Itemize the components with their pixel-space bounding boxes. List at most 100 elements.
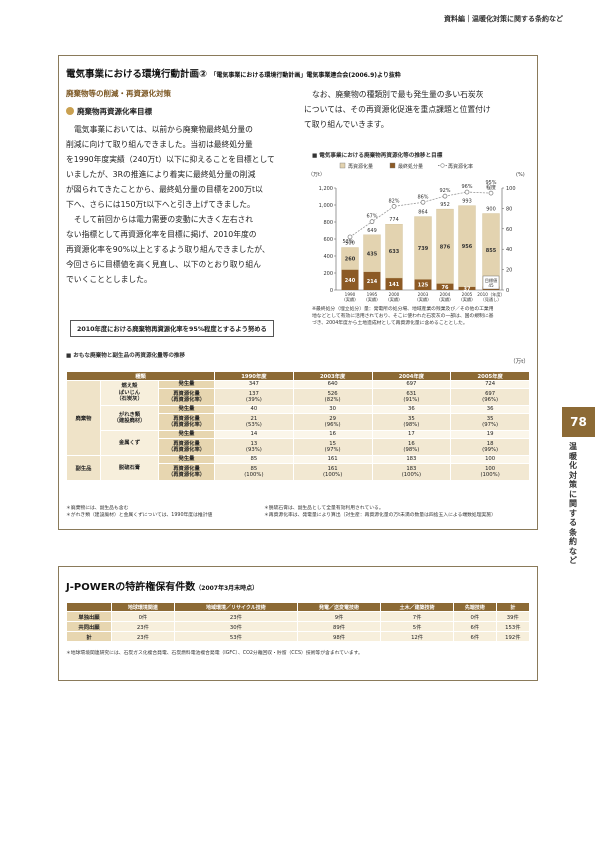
patent-row: 共同出願 23件 30件 89件 5件 6件 153件 [66,621,531,632]
x-tick-sublabel: (実績) [366,296,378,303]
col-header: 種類 [66,371,215,381]
section1-title-text: 電気事業における環境行動計画② [66,69,208,80]
patent-col-header: 先端技術 [453,602,497,612]
x-tick-label: 1995 [367,292,378,297]
text-line: 地などとして有効に活用されており、そこに使われた石炭灰の一部は、国の規制に基 [312,314,494,319]
table-row: 再資源化量 （再資源化率） 85 (100%) 161 (100%) 183 (100… [67,463,530,481]
value-cell: 640 [292,380,373,389]
value-cell: 14 [214,430,294,439]
legend-label: 最終処分量 [398,163,423,170]
y-left-tick: 1,200 [319,186,333,192]
y-right-tick: 60 [506,227,512,233]
table-row: 副生品 脱硫石膏 発生量 85 161 183 100 [66,455,530,481]
text-line: 下へ、さらには150万t以下へと引き上げてきました。 [66,200,255,209]
patent-col-header [66,602,112,612]
x-tick-label: 2005 [462,292,473,297]
y-right-tick: 20 [506,268,512,274]
table-unit: （万t） [510,359,529,365]
row-label-cell: 発生量 [158,455,215,464]
value-cell: 183 [371,455,452,464]
patent-value-cell: 5件 [380,621,455,632]
patent-col-header: 地域環境／リサイクル技術 [173,602,298,612]
rate-point [347,234,353,240]
x-tick-sublabel: (実績) [344,296,356,303]
value-cell: 100 [450,455,530,464]
rate-label: 67% [366,214,377,220]
text-line: ※最終処分（埋立処分）量：発電所の処分場、地域産業の残業及び／その他の工業用 [312,307,494,312]
patent-value-cell: 153件 [495,621,531,632]
patent-col-header: 土木／建築技術 [380,602,455,612]
value-cell: 16 [292,430,373,439]
bar-total-label: 952 [440,202,450,208]
value-cell: 347 [214,380,294,389]
section1-heading: 廃棄物等の削減・再資源化対策 [66,89,171,98]
value-cell: 19 [450,430,530,439]
value-cell: 36 [450,405,530,414]
x-tick-sublabel: (実績) [417,296,429,303]
value-cell: 40 [214,405,294,414]
legend-swatch [339,162,346,169]
bar-recycled [341,247,359,270]
value-cell: 36 [371,405,452,414]
text-line: づき、2004年度から土地造成材として再資源化量に含めることとした。 [312,321,468,326]
patent-col-header: 計 [495,602,531,612]
patent-value-cell: 23件 [110,621,175,632]
recycling-chart: 再資源化量 最終処分量 再資源化率（万t） (%)02004006008001,000… [308,162,525,303]
text-line: ＊脱硫石膏は、副生品として全量有効利用されている。 [264,506,384,511]
bar-final-disposal [414,279,432,290]
bar-recycled-label: 739 [418,246,429,252]
bar-recycled [363,234,381,272]
rate-point [391,204,397,209]
x-tick-sublabel: （見通し） [481,296,502,303]
x-tick-label: 1990 [345,292,356,297]
target-value: 45 [488,283,494,288]
y-right-tick: 80 [506,206,512,212]
section2-note: ＊地球環境関連研究には、石炭ガス化複合発電、石炭燃料電池複合発電（IGFC）、C… [66,651,363,656]
bar-final-label: 125 [418,283,429,289]
value-cell: 35 (98%) [371,413,452,431]
patent-header-row: 地球環境関連 地域環境／リサイクル技術 発電／送変電技術 土木／建築技術 先端技術計 [66,602,531,612]
text-line: でいくこととしました。 [66,275,152,284]
value-cell: 161 (100%) [292,463,373,481]
y-left-tick: 1,000 [319,203,333,209]
col-header: 2003年度 [292,371,373,381]
category-cell: 副生品 [66,455,101,481]
y-left-tick: 400 [323,254,333,260]
bar-recycled [385,224,403,279]
body-text-right: なお、廃棄物の種類別で最も発生量の多い石炭灰 については、その再資源化促進を重点課… [304,87,530,132]
rate-label-sub: 程度 [486,184,496,191]
bar-total-label: 500 [345,241,355,247]
value-cell: 85 [214,455,294,464]
item-cell: 燃え殻 ばいじん （石炭灰） [100,380,159,406]
bar-total-label: 774 [389,217,399,223]
patent-value-cell: 6件 [453,621,497,632]
bar-recycled-label: 435 [367,251,378,257]
patent-value-cell: 7件 [380,611,455,622]
text-line: いましたが、3Rの推進により着実に最終処分量の削減 [66,170,256,179]
row-label-cell: 発生量 [158,430,215,439]
section1-title-small: 「電気事業における環境行動計画」電気事業連合会(2006.9)より抜粋 [210,72,401,79]
bar-recycled [458,205,476,288]
row-label-cell: 発生量 [158,380,215,389]
chart-title: ■ 電気事業における廃棄物再資源化等の推移と目標 [312,153,443,159]
bar-final-disposal [363,271,381,290]
text-line: 再資源化率を90%以上とするよう取り組んできましたが、 [66,245,270,254]
patent-value-cell: 30件 [173,621,298,632]
target-box: 2010年度における廃棄物再資源化率を95%程度とするよう努める [70,320,274,337]
item-cell: 金属くず [100,430,159,456]
patent-value-cell: 53件 [173,631,298,642]
chart-title-text: 電気事業における廃棄物再資源化等の推移と目標 [319,153,443,159]
rate-label: 95% [485,180,496,186]
section1-subheading: 廃棄物再資源化率目標 [66,106,152,117]
table-title-text: おもな廃棄物と副生品の再資源化量等の推移 [73,353,186,359]
patent-value-cell: 23件 [110,631,175,642]
rate-label: 52% [342,239,353,245]
text-line: ＊廃棄物には、副生品も含む [66,506,129,511]
bar-recycled-label: 876 [440,244,451,250]
bar-recycled [414,216,432,280]
target-label: 目標値 [485,277,498,284]
bar-final-label: 141 [389,282,400,288]
table-row: 再資源化量 （再資源化率） 137 (39%) 526 (82%) 631 (91%)… [67,388,530,406]
text-line: そして前回からは電力需要の変動に大きく左右され [74,215,254,224]
text-line: ＊がれき類（建設廃材）と金属くずについては、1990年度は推計値 [66,513,213,518]
